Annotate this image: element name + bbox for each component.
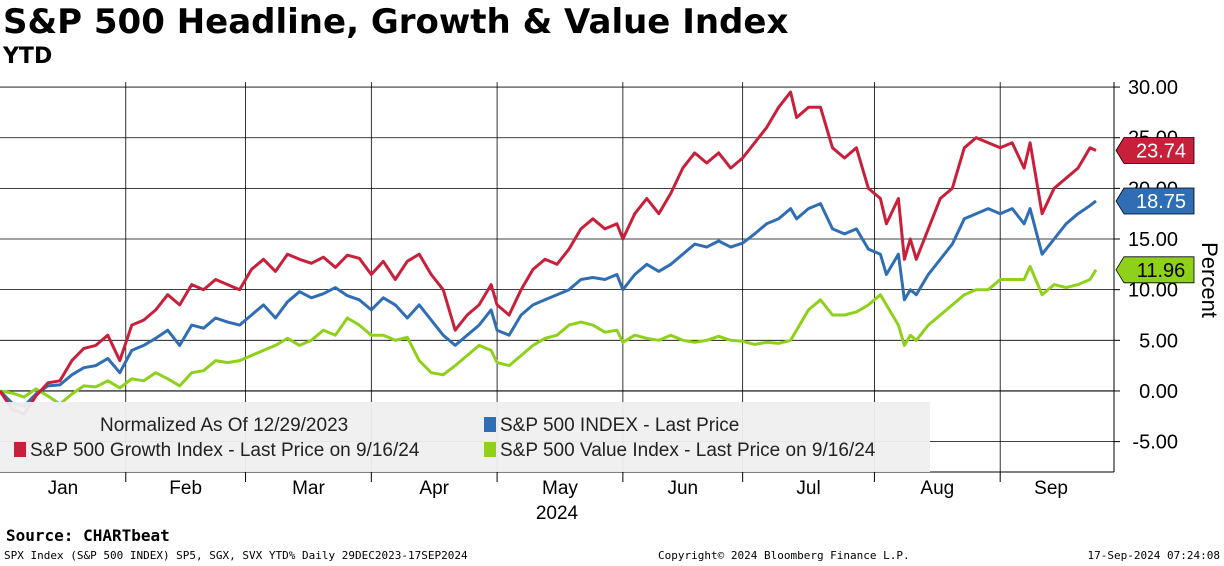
legend-swatch-value [484,442,496,457]
y-axis-label: Percent [1197,242,1222,318]
x-tick-label: Aug [920,478,954,499]
x-tick-label: Apr [419,478,449,499]
series-line-s-p-500-growth-index [0,90,1097,416]
last-value-label: 11.96 [1137,260,1186,282]
legend-swatch-spx [484,417,496,432]
y-tick-label: 15.00 [1128,229,1178,251]
source-note: Source: CHARTbeat [6,526,170,545]
x-tick-label: Feb [169,478,202,499]
legend-box [0,402,930,472]
legend-note: Normalized As Of 12/29/2023 [100,415,348,436]
chart-subtitle: YTD [3,44,53,69]
series-layer [0,90,1098,416]
footer-timestamp: 17-Sep-2024 07:24:08 [1087,549,1220,562]
footer-copyright: Copyright© 2024 Bloomberg Finance L.P. [658,549,910,562]
last-value-label: 18.75 [1136,191,1186,213]
x-tick-label: Sep [1034,478,1068,499]
x-tick-label: Mar [292,478,325,499]
legend-label-growth: S&P 500 Growth Index - Last Price on 9/1… [30,440,420,461]
y-tick-label: -5.00 [1132,432,1178,454]
last-value-label: 23.74 [1136,140,1186,162]
last-value-tag [1115,137,1195,164]
x-tick-label: Jan [48,478,79,499]
last-value-tag [1115,187,1195,215]
x-tick-label: May [542,478,578,499]
y-tick-label: 5.00 [1139,330,1178,352]
x-axis-ticks: Jan Feb Mar Apr May Jun Jul Aug Sep [48,472,1068,499]
x-axis-year-label: 2024 [536,503,579,524]
y-tick-label: 30.00 [1128,77,1178,99]
series-line-s-p-500-value-index [0,264,1098,406]
x-tick-label: Jun [667,478,698,499]
footer-description: SPX Index (S&P 500 INDEX) SP5, SGX, SVX … [4,549,468,562]
series-line-s-p-500-index [0,199,1097,408]
legend: Normalized As Of 12/29/2023 S&P 500 INDE… [0,402,930,472]
y-tick-label: 10.00 [1128,280,1178,302]
legend-label-value: S&P 500 Value Index - Last Price on 9/16… [500,440,876,461]
x-tick-label: Jul [796,478,820,499]
legend-swatch-growth [14,442,26,457]
chart-title: S&P 500 Headline, Growth & Value Index [3,2,789,42]
last-value-tag [1115,256,1195,284]
y-tick-label: 0.00 [1139,381,1178,403]
last-value-tags: 23.74 18.75 11.96 [1115,137,1195,284]
legend-label-spx: S&P 500 INDEX - Last Price [500,415,739,436]
